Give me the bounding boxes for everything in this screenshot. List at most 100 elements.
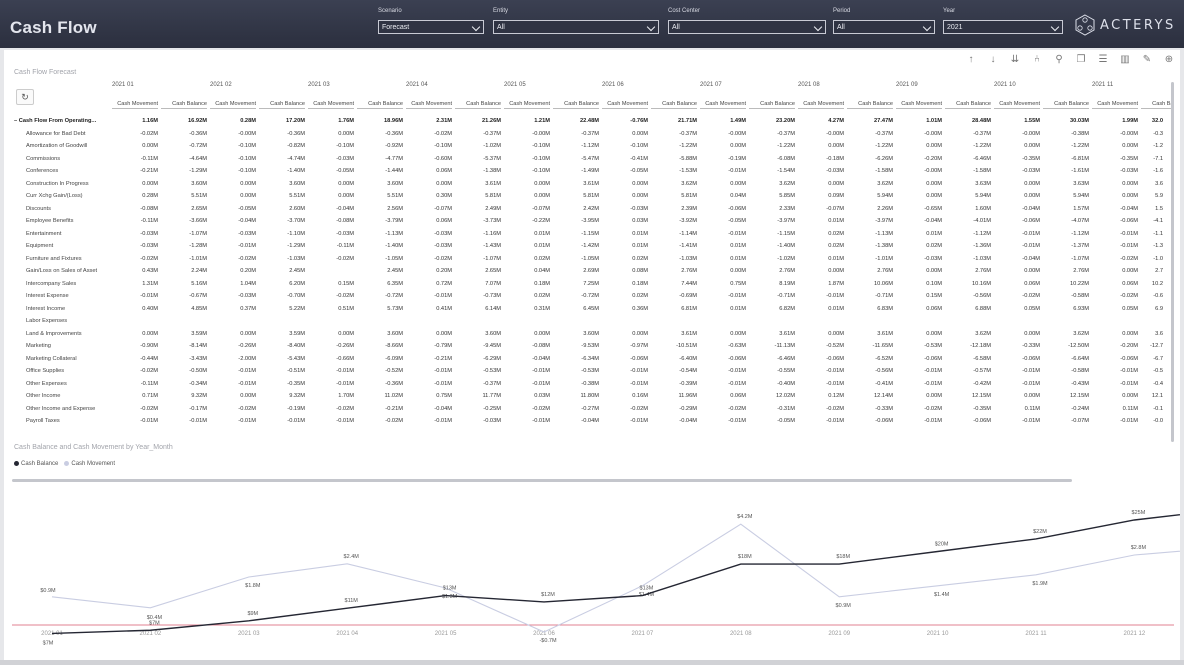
cash-movement-header[interactable]: Cash Movement: [308, 101, 354, 109]
table-cell: -0.53M: [924, 343, 942, 349]
year-slicer[interactable]: Year 2021: [943, 6, 1063, 34]
edit-icon[interactable]: ✎: [1142, 54, 1152, 65]
horizontal-scrollbar[interactable]: [12, 479, 1072, 482]
scenario-dropdown[interactable]: Forecast: [378, 20, 484, 34]
expand-hierarchy-icon[interactable]: ⑃: [1034, 54, 1040, 65]
data-label: $13M: [640, 586, 654, 592]
table-cell: 0.12M: [828, 393, 844, 399]
cost-center-slicer[interactable]: Cost Center All: [668, 6, 826, 34]
table-row[interactable]: Equipment -0.03M -1.28M -0.01M -1.29M -0.11M -…: [12, 240, 1174, 252]
entity-slicer[interactable]: Entity All: [493, 6, 659, 34]
cash-balance-header[interactable]: Cash Balance: [651, 101, 697, 109]
table-cell: -0.00M: [1120, 130, 1138, 137]
drill-down-icon[interactable]: ⇊: [1010, 54, 1020, 65]
cash-balance-header[interactable]: Cash Balance: [847, 101, 893, 109]
more-options-icon[interactable]: ⊕: [1164, 54, 1174, 65]
table-row[interactable]: Furniture and Fixtures -0.02M -1.01M -0.02M…: [12, 253, 1174, 265]
table-row[interactable]: Entertainment -0.03M -1.07M -0.03M -1.10M -0.…: [12, 228, 1174, 240]
page-title: Cash Flow: [10, 18, 97, 37]
table-row[interactable]: Labor Expenses: [12, 315, 1174, 327]
legend-item-cash-movement[interactable]: Cash Movement: [64, 461, 115, 467]
table-row[interactable]: Construction In Progress 0.00M 3.60M 0.00M 3…: [12, 178, 1174, 190]
table-row[interactable]: Conferences -0.21M -1.29M -0.10M -1.40M -0.05…: [12, 165, 1174, 177]
table-row[interactable]: Other Expenses -0.11M -0.34M -0.01M -0.35M -0…: [12, 378, 1174, 390]
table-row[interactable]: Discounts -0.08M 2.65M -0.05M 2.60M -0.04M 2.5…: [12, 203, 1174, 215]
vertical-scrollbar[interactable]: [1171, 82, 1174, 442]
table-row[interactable]: Other Income and Expense -0.02M -0.17M -0.0…: [12, 403, 1174, 415]
table-row[interactable]: – Cash Flow From Operating... 1.16M 16.92M…: [12, 115, 1174, 127]
table-row[interactable]: Gain/Loss on Sales of Asset 0.43M 2.24M 0.2…: [12, 265, 1174, 277]
copy-icon[interactable]: ❐: [1076, 54, 1086, 65]
table-cell: 1.99M: [1122, 118, 1138, 124]
table-cell: -0.02M: [140, 255, 158, 262]
table-row[interactable]: Land & Improvements 0.00M 3.59M 0.00M 3.59M 0…: [12, 328, 1174, 340]
cash-movement-header[interactable]: Cash Movement: [112, 101, 158, 109]
table-cell: -0.39M: [679, 380, 697, 387]
cash-movement-header[interactable]: Cash Movement: [1092, 101, 1138, 109]
period-label: Period: [833, 8, 851, 14]
cash-balance-header[interactable]: Cash Balance: [553, 101, 599, 109]
table-row[interactable]: Other Income 0.71M 9.32M 0.00M 9.32M 1.70M 11.…: [12, 390, 1174, 402]
table-cell: -0.03M: [140, 230, 158, 237]
table-row[interactable]: Employee Benefits -0.11M -3.66M -0.04M -3.70…: [12, 215, 1174, 227]
period-dropdown[interactable]: All: [833, 20, 935, 34]
table-cell: 2.33M: [779, 205, 795, 212]
x-tick-label: 2021 02: [140, 631, 162, 637]
cash-balance-header[interactable]: Cash Balance: [749, 101, 795, 109]
cash-balance-header[interactable]: Cash Balance: [259, 101, 305, 109]
cash-movement-line[interactable]: [51, 523, 1180, 633]
cash-movement-header[interactable]: Cash Movement: [798, 101, 844, 109]
table-row[interactable]: Commissions -0.11M -4.64M -0.10M -4.74M -0.03…: [12, 153, 1174, 165]
pin-icon[interactable]: ⚲: [1055, 54, 1063, 65]
table-cell: -3.70M: [287, 218, 305, 224]
cash-balance-header[interactable]: Cash Balance: [945, 101, 991, 109]
cash-movement-header[interactable]: Cash Movement: [210, 101, 256, 109]
entity-dropdown[interactable]: All: [493, 20, 659, 34]
arrow-up-icon[interactable]: ↑: [968, 54, 974, 65]
refresh-button[interactable]: ↻: [16, 89, 34, 105]
cash-balance-line[interactable]: [51, 513, 1180, 635]
table-cell: -6.09M: [385, 355, 403, 362]
table-row[interactable]: Intercompany Sales 1.31M 5.16M 1.04M 6.20M 0.…: [12, 278, 1174, 290]
x-tick-label: 2021 07: [632, 631, 654, 637]
scenario-slicer[interactable]: Scenario Forecast: [378, 6, 484, 34]
cash-movement-header[interactable]: Cash Movement: [994, 101, 1040, 109]
cash-movement-header[interactable]: Cash Movement: [602, 101, 648, 109]
table-cell: -1.29M: [189, 168, 207, 174]
cash-balance-header[interactable]: Cash Balance: [1043, 101, 1089, 109]
table-row[interactable]: Interest Income 0.40M 4.85M 0.37M 5.22M 0.51M…: [12, 303, 1174, 315]
table-cell: 16.92M: [188, 118, 207, 124]
table-row[interactable]: Payroll Taxes -0.01M -0.01M -0.01M -0.01M -0.…: [12, 415, 1174, 427]
cash-balance-header[interactable]: Cash Balance: [1141, 101, 1174, 109]
cash-balance-header[interactable]: Cash Balance: [161, 101, 207, 109]
cost-center-dropdown[interactable]: All: [668, 20, 826, 34]
table-cell: 5.81M: [681, 193, 697, 199]
table-cell: -0.33M: [1022, 343, 1040, 349]
period-slicer[interactable]: Period All: [833, 6, 935, 34]
cash-movement-header[interactable]: Cash Movement: [504, 101, 550, 109]
arrow-down-icon[interactable]: ↓: [990, 54, 996, 65]
year-dropdown[interactable]: 2021: [943, 20, 1063, 34]
filter-icon[interactable]: ☰: [1098, 54, 1108, 65]
table-cell: -0.22M: [532, 218, 550, 224]
legend-item-cash-balance[interactable]: Cash Balance: [14, 461, 58, 467]
row-label: Other Income and Expense: [26, 405, 96, 412]
table-row[interactable]: Interest Expense -0.01M -0.67M -0.03M -0.70M…: [12, 290, 1174, 302]
table-row[interactable]: Allowance for Bad Debt -0.02M -0.36M -0.00M…: [12, 128, 1174, 140]
table-row[interactable]: Curr Xchg Gain/(Loss) 0.28M 5.51M 0.00M 5.51…: [12, 190, 1174, 202]
table-row[interactable]: Marketing Collateral -0.44M -3.43M -2.00M -5…: [12, 353, 1174, 365]
cash-movement-header[interactable]: Cash Movement: [700, 101, 746, 109]
cash-movement-header[interactable]: Cash Movement: [896, 101, 942, 109]
table-cell: -8.14M: [189, 343, 207, 349]
table-row[interactable]: Marketing -0.90M -8.14M -0.26M -8.40M -0.26M -…: [12, 340, 1174, 352]
focus-mode-icon[interactable]: ▥: [1120, 54, 1130, 65]
table-cell: -0.01M: [140, 293, 158, 299]
table-cell: 5.51M: [191, 193, 207, 199]
cash-movement-header[interactable]: Cash Movement: [406, 101, 452, 109]
cash-balance-header[interactable]: Cash Balance: [455, 101, 501, 109]
row-label: Gain/Loss on Sales of Asset: [26, 268, 98, 274]
cash-balance-header[interactable]: Cash Balance: [357, 101, 403, 109]
table-row[interactable]: Office Supplies -0.02M -0.50M -0.01M -0.51M -…: [12, 365, 1174, 377]
table-row[interactable]: Amortization of Goodwill 0.00M -0.72M -0.10…: [12, 140, 1174, 152]
row-label: Discounts: [26, 205, 51, 212]
